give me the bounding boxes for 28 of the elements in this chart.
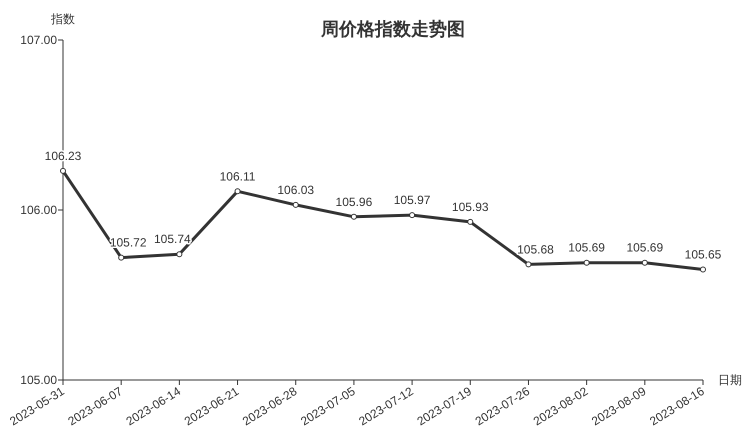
data-label: 106.11 xyxy=(220,169,256,184)
data-label: 105.97 xyxy=(394,193,431,208)
point xyxy=(700,266,706,272)
data-label: 106.03 xyxy=(277,182,314,197)
x-axis-title: 日期 xyxy=(718,373,742,387)
data-label: 105.74 xyxy=(154,232,192,246)
point xyxy=(176,251,182,258)
point xyxy=(292,202,299,208)
point xyxy=(525,261,532,268)
point xyxy=(60,168,66,174)
y-tick-label: 105.00 xyxy=(20,373,58,387)
data-label: 105.96 xyxy=(336,194,373,209)
y-tick-label: 106.00 xyxy=(20,203,58,217)
data-label: 105.65 xyxy=(684,248,722,262)
data-label: 105.93 xyxy=(452,200,489,214)
point xyxy=(642,260,648,266)
data-label: 105.69 xyxy=(626,240,664,255)
chart-title: 周价格指数走势图 xyxy=(320,19,465,39)
data-label: 105.69 xyxy=(568,240,606,255)
point xyxy=(467,218,474,225)
point xyxy=(118,254,124,261)
data-label: 105.68 xyxy=(517,242,554,256)
point xyxy=(584,260,590,266)
point xyxy=(234,188,241,194)
y-axis-title: 指数 xyxy=(50,12,75,26)
y-tick-label: 107.00 xyxy=(20,33,58,47)
point xyxy=(350,214,357,220)
point xyxy=(409,212,416,218)
